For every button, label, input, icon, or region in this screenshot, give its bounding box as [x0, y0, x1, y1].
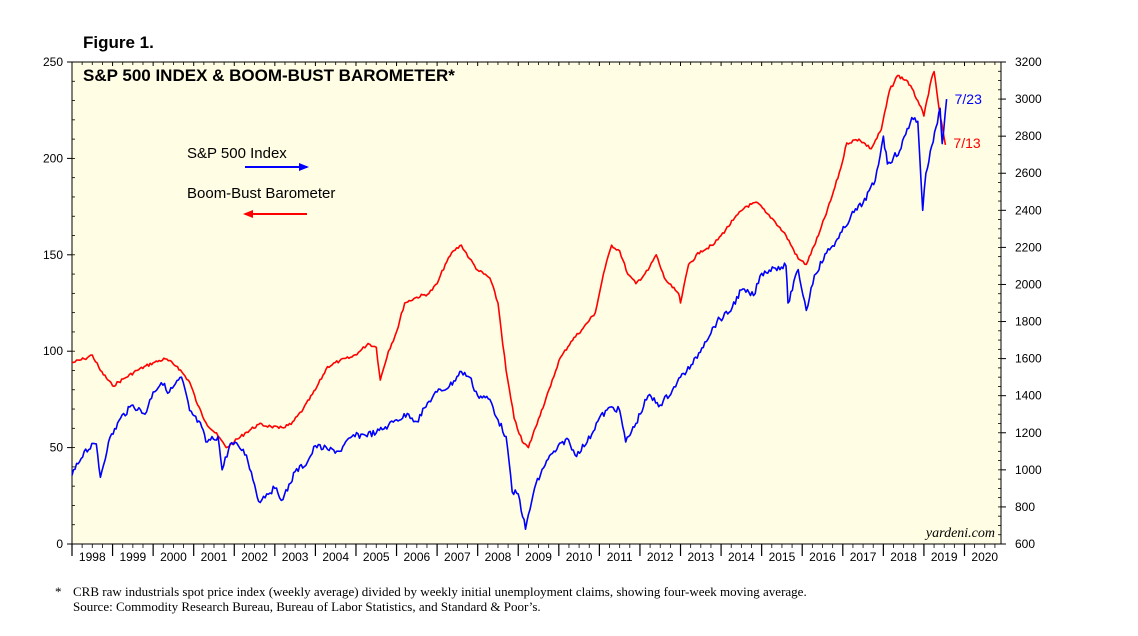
figure-label: Figure 1. [83, 33, 154, 52]
right-tick-label: 1800 [1015, 315, 1042, 329]
x-tick-label: 2016 [809, 550, 836, 564]
x-tick-label: 2007 [444, 550, 471, 564]
x-tick-label: 2003 [282, 550, 309, 564]
right-tick-label: 1200 [1015, 426, 1042, 440]
right-tick-label: 2600 [1015, 166, 1042, 180]
x-tick-label: 2011 [607, 550, 633, 564]
plot-area [71, 61, 1002, 545]
x-tick-label: 2018 [890, 550, 917, 564]
footnote: * CRB raw industrials spot price index (w… [55, 584, 807, 614]
x-tick-label: 2017 [850, 550, 877, 564]
x-axis: 1998 1999 2000 2001 2002 2003 2004 2005 2006 2007… [71, 62, 998, 564]
x-tick-label: 2020 [971, 550, 998, 564]
right-tick-label: 2800 [1015, 129, 1042, 143]
left-tick-label: 0 [56, 537, 63, 551]
right-tick-label: 600 [1015, 537, 1035, 551]
right-tick-label: 2200 [1015, 240, 1042, 254]
legend-arrow-head [299, 163, 309, 171]
legend-label: Boom-Bust Barometer [187, 185, 335, 202]
x-tick-label: 2004 [322, 550, 349, 564]
series-end-label: 7/23 [955, 91, 982, 107]
x-tick-label: 2013 [687, 550, 714, 564]
x-tick-label: 2014 [728, 550, 755, 564]
right-tick-label: 1000 [1015, 463, 1042, 477]
right-axis: 600 800 1000 1200 1400 1600 1800 2000 2200 2400 26… [998, 55, 1042, 551]
x-tick-label: 2015 [769, 550, 796, 564]
chart: 0 50 100 150 200 250 600 800 1000 1200 1400 1600 18… [43, 55, 1042, 564]
footnote-note: * CRB raw industrials spot price index (w… [55, 584, 807, 599]
chart-title: S&P 500 INDEX & BOOM-BUST BAROMETER* [83, 66, 455, 85]
right-tick-label: 3200 [1015, 55, 1042, 69]
series-end-label: 7/13 [953, 135, 980, 151]
right-tick-label: 2000 [1015, 277, 1042, 291]
legend-arrow-head [243, 210, 253, 218]
x-tick-label: 2012 [647, 550, 674, 564]
footnote-source: Source: Commodity Research Bureau, Burea… [73, 599, 541, 614]
footnote-marker: * [55, 584, 62, 599]
left-tick-label: 100 [43, 344, 63, 358]
right-tick-label: 800 [1015, 500, 1035, 514]
left-tick-label: 250 [43, 55, 63, 69]
series-line-sp500-index [71, 99, 948, 531]
x-tick-label: 1998 [79, 550, 106, 564]
x-tick-label: 2000 [160, 550, 187, 564]
left-tick-label: 150 [43, 248, 63, 262]
x-tick-label: 2008 [485, 550, 512, 564]
series-lines: 7/13 7/23 [71, 70, 982, 531]
legend-label: S&P 500 Index [187, 145, 287, 162]
x-tick-label: 2019 [931, 550, 958, 564]
x-tick-label: 2010 [566, 550, 593, 564]
left-tick-label: 200 [43, 151, 63, 165]
left-axis: 0 50 100 150 200 250 [43, 55, 75, 551]
footnote-text: CRB raw industrials spot price index (we… [73, 584, 807, 599]
x-tick-label: 1999 [119, 550, 146, 564]
watermark: yardeni.com [924, 526, 995, 541]
x-tick-label: 2005 [363, 550, 390, 564]
x-tick-label: 2001 [201, 550, 228, 564]
right-tick-label: 3000 [1015, 92, 1042, 106]
right-tick-label: 2400 [1015, 203, 1042, 217]
x-tick-label: 2002 [241, 550, 268, 564]
x-tick-label: 2009 [525, 550, 552, 564]
series-line-boom-bust-barometer [71, 70, 947, 449]
right-tick-label: 1600 [1015, 352, 1042, 366]
legend: S&P 500 Index Boom-Bust Barometer [187, 145, 335, 218]
x-tick-label: 2006 [403, 550, 430, 564]
left-tick-label: 50 [50, 441, 64, 455]
right-tick-label: 1400 [1015, 389, 1042, 403]
